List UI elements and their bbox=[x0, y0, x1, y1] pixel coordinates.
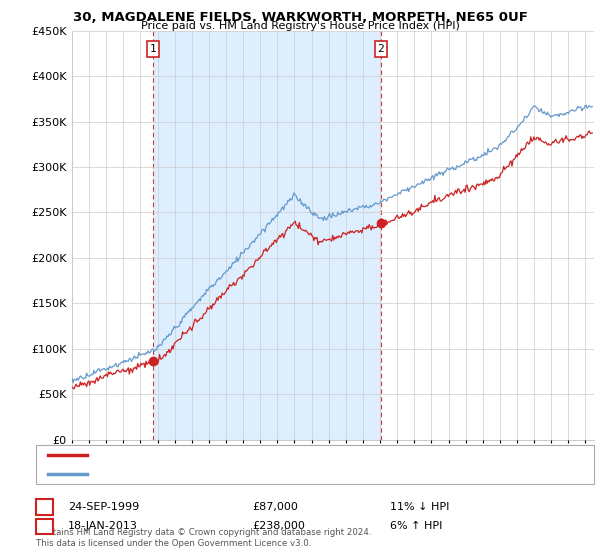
Text: £87,000: £87,000 bbox=[252, 502, 298, 512]
Text: HPI: Average price, detached house, Northumberland: HPI: Average price, detached house, Nort… bbox=[93, 469, 359, 479]
Text: 30, MAGDALENE FIELDS, WARKWORTH, MORPETH, NE65 0UF (detached house): 30, MAGDALENE FIELDS, WARKWORTH, MORPETH… bbox=[93, 450, 487, 460]
Text: 1: 1 bbox=[149, 44, 157, 54]
Text: 18-JAN-2013: 18-JAN-2013 bbox=[68, 521, 137, 531]
Text: 1: 1 bbox=[41, 502, 48, 512]
Text: 2: 2 bbox=[377, 44, 384, 54]
Text: 6% ↑ HPI: 6% ↑ HPI bbox=[390, 521, 442, 531]
Text: 11% ↓ HPI: 11% ↓ HPI bbox=[390, 502, 449, 512]
Text: 2: 2 bbox=[41, 521, 48, 531]
Text: Contains HM Land Registry data © Crown copyright and database right 2024.
This d: Contains HM Land Registry data © Crown c… bbox=[36, 528, 371, 548]
Text: 30, MAGDALENE FIELDS, WARKWORTH, MORPETH, NE65 0UF: 30, MAGDALENE FIELDS, WARKWORTH, MORPETH… bbox=[73, 11, 527, 24]
Bar bbox=[153, 31, 381, 440]
Text: Price paid vs. HM Land Registry's House Price Index (HPI): Price paid vs. HM Land Registry's House … bbox=[140, 21, 460, 31]
Text: 24-SEP-1999: 24-SEP-1999 bbox=[68, 502, 139, 512]
Text: £238,000: £238,000 bbox=[252, 521, 305, 531]
